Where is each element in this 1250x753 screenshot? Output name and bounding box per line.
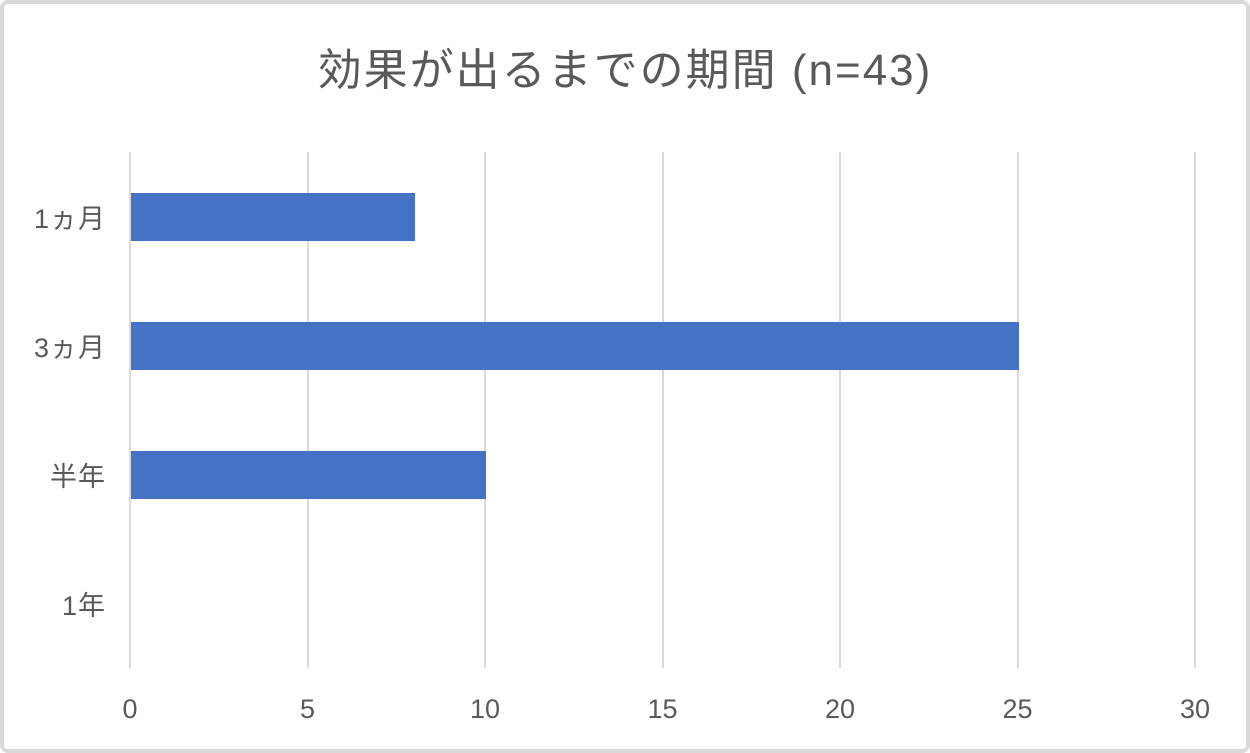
x-tick-label: 10: [469, 694, 501, 724]
category-label: 1ヵ月: [33, 204, 106, 234]
bar: [131, 450, 486, 499]
y-axis-line: [129, 152, 131, 668]
gridline: [1194, 152, 1196, 668]
chart-title: 効果が出るまでの期間 (n=43): [317, 46, 933, 95]
x-tick-label: 5: [299, 694, 316, 724]
category-label: 3ヵ月: [33, 333, 106, 363]
x-tick-label: 30: [1179, 694, 1211, 724]
category-label: 1年: [61, 591, 106, 621]
x-tick-label: 0: [122, 694, 138, 724]
x-tick-label: 15: [647, 694, 678, 724]
gridline: [484, 152, 486, 668]
bar: [131, 321, 1019, 370]
gridline: [1016, 152, 1019, 668]
category-label: 半年: [50, 462, 106, 492]
gridline: [306, 152, 309, 668]
x-tick-label: 20: [824, 694, 856, 724]
category-axis: 1ヵ月 3ヵ月半年 1年: [0, 152, 106, 668]
gridline: [661, 152, 664, 668]
gridline: [839, 152, 841, 668]
x-tick-label: 25: [1002, 694, 1033, 724]
value-axis: 0 5 10 15 20 25 30: [0, 694, 1250, 728]
bar: [131, 192, 415, 241]
plot-area: [129, 152, 1196, 668]
